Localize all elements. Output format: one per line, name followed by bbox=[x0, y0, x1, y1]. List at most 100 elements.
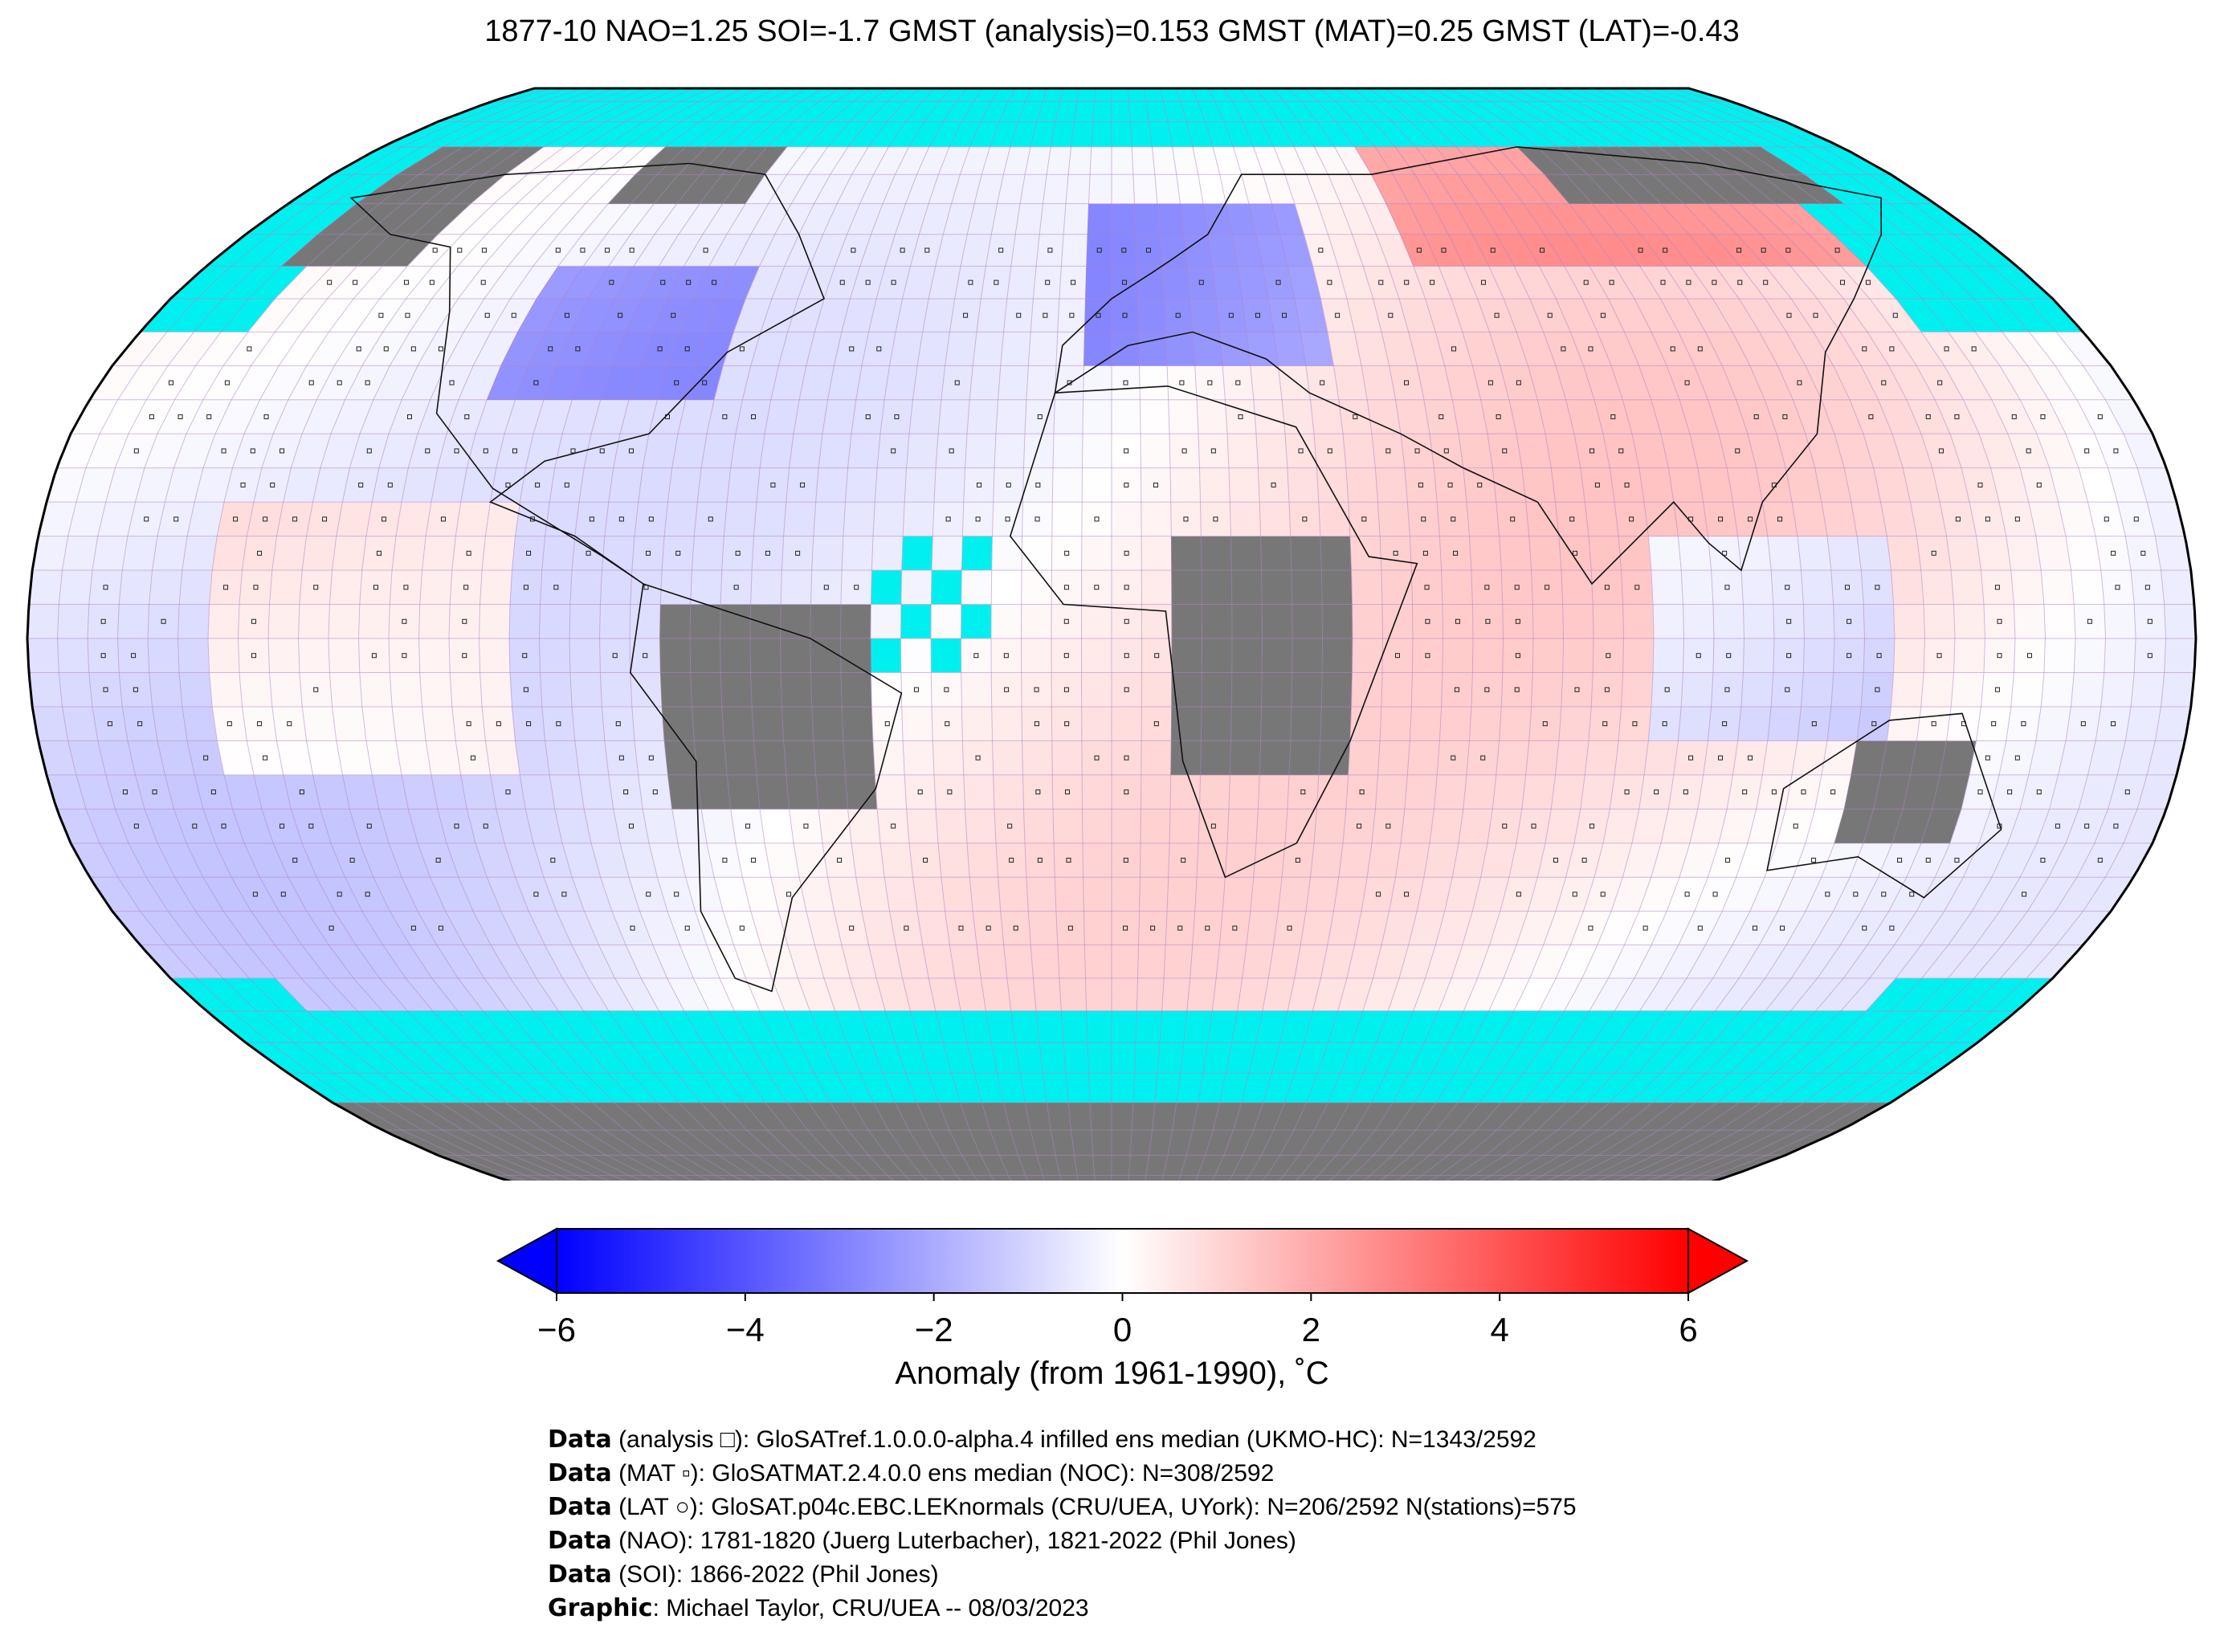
grid-cell bbox=[1469, 706, 1502, 741]
grid-cell bbox=[1135, 234, 1162, 267]
grid-cell bbox=[388, 638, 421, 673]
grid-cell bbox=[1143, 1175, 1164, 1181]
grid-cell bbox=[298, 604, 330, 639]
grid-cell bbox=[692, 706, 724, 741]
obs-marker bbox=[257, 550, 263, 556]
grid-cell bbox=[1000, 911, 1031, 945]
grid-cell bbox=[1801, 569, 1834, 605]
obs-marker bbox=[1385, 823, 1391, 829]
grid-cell bbox=[1199, 774, 1230, 810]
grid-cell bbox=[1111, 203, 1136, 235]
obs-marker bbox=[512, 448, 518, 454]
grid-cell bbox=[1246, 332, 1279, 366]
grid-cell bbox=[1281, 399, 1315, 434]
grid-cell bbox=[422, 536, 456, 571]
obs-marker bbox=[366, 823, 372, 829]
grid-cell bbox=[541, 536, 576, 571]
grid-cell bbox=[1609, 467, 1645, 503]
grid-cell bbox=[1052, 774, 1083, 810]
obs-marker bbox=[1071, 279, 1076, 285]
grid-cell bbox=[2040, 672, 2075, 708]
grid-cell bbox=[1981, 672, 2014, 708]
grid-cell bbox=[1091, 1129, 1112, 1156]
grid-cell bbox=[332, 706, 367, 741]
grid-cell bbox=[2100, 569, 2135, 605]
obs-marker bbox=[1425, 618, 1430, 624]
obs-marker bbox=[570, 448, 576, 454]
grid-cell bbox=[631, 536, 665, 571]
obs-marker bbox=[1516, 891, 1521, 897]
grid-cell bbox=[904, 467, 937, 503]
grid-cell bbox=[720, 569, 753, 605]
grid-cell bbox=[629, 604, 661, 639]
obs-marker bbox=[2087, 618, 2092, 624]
grid-cell bbox=[661, 536, 695, 571]
grid-cell bbox=[545, 740, 580, 776]
grid-cell bbox=[961, 706, 993, 741]
grid-cell bbox=[990, 672, 1022, 708]
grid-cell bbox=[299, 672, 333, 708]
obs-marker bbox=[449, 380, 455, 385]
obs-marker bbox=[1124, 618, 1129, 624]
grid-cell bbox=[811, 706, 844, 741]
grid-cell bbox=[1291, 672, 1323, 708]
grid-cell bbox=[1111, 977, 1138, 1011]
grid-cell bbox=[1255, 809, 1288, 844]
grid-cell bbox=[389, 672, 422, 708]
grid-cell bbox=[1010, 234, 1040, 267]
obs-marker bbox=[674, 891, 679, 897]
grid-cell bbox=[1590, 569, 1623, 605]
grid-cell bbox=[1740, 672, 1774, 708]
grid-cell bbox=[730, 809, 765, 844]
grid-cell bbox=[1059, 266, 1087, 300]
obs-marker bbox=[1726, 653, 1732, 659]
obs-marker bbox=[2040, 414, 2046, 419]
obs-marker bbox=[1047, 247, 1053, 253]
grid-cell bbox=[1797, 706, 1832, 741]
grid-cell bbox=[1081, 467, 1112, 503]
grid-cell bbox=[840, 672, 872, 708]
obs-marker bbox=[454, 448, 459, 454]
grid-cell bbox=[912, 365, 945, 401]
obs-marker bbox=[1124, 789, 1129, 795]
grid-cell bbox=[720, 672, 753, 708]
obs-marker bbox=[511, 312, 516, 318]
grid-cell bbox=[508, 638, 541, 673]
obs-marker bbox=[1844, 585, 1850, 590]
grid-cell bbox=[449, 569, 483, 605]
grid-cell bbox=[840, 569, 872, 605]
grid-cell bbox=[389, 569, 422, 605]
grid-cell bbox=[1255, 433, 1288, 468]
obs-marker bbox=[2124, 789, 2130, 795]
grid-cell bbox=[789, 809, 823, 844]
obs-marker bbox=[1561, 346, 1566, 352]
grid-cell bbox=[1278, 876, 1311, 912]
grid-cell bbox=[1412, 638, 1443, 673]
obs-marker bbox=[1786, 653, 1792, 659]
grid-cell bbox=[1051, 569, 1082, 605]
obs-marker bbox=[1451, 346, 1457, 352]
grid-cell bbox=[963, 774, 995, 810]
grid-cell bbox=[455, 740, 491, 776]
grid-cell bbox=[455, 501, 491, 536]
obs-marker bbox=[144, 516, 149, 522]
grid-cell bbox=[1085, 977, 1112, 1011]
grid-cell bbox=[62, 706, 99, 741]
obs-marker bbox=[1295, 858, 1300, 863]
obs-marker bbox=[751, 858, 757, 863]
grid-cell bbox=[574, 740, 610, 776]
obs-marker bbox=[168, 380, 173, 385]
grid-cell bbox=[991, 536, 1022, 571]
grid-cell bbox=[902, 501, 935, 536]
grid-cell bbox=[1081, 638, 1112, 673]
obs-marker bbox=[1606, 653, 1611, 659]
grid-cell bbox=[815, 774, 848, 810]
grid-cell bbox=[1441, 672, 1473, 708]
grid-cell bbox=[1140, 399, 1170, 434]
obs-marker bbox=[913, 687, 919, 692]
obs-marker bbox=[149, 414, 154, 419]
grid-cell bbox=[1084, 944, 1112, 979]
grid-cell bbox=[329, 569, 363, 605]
obs-marker bbox=[308, 823, 314, 829]
obs-marker bbox=[378, 312, 384, 318]
